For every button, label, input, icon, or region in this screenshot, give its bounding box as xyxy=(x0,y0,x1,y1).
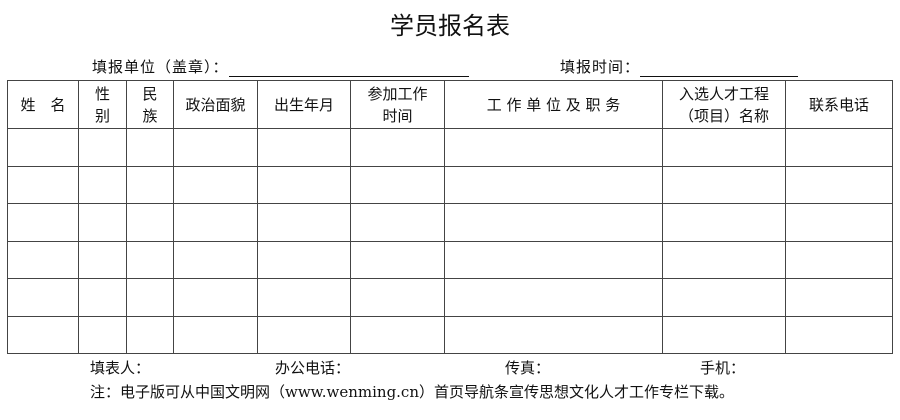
footer-office-phone: 办公电话： xyxy=(275,359,351,377)
table-cell[interactable] xyxy=(173,128,258,167)
footer-mobile: 手机： xyxy=(700,359,746,377)
column-header: 性 别 xyxy=(78,80,127,129)
column-header: 民 族 xyxy=(126,80,174,129)
table-cell[interactable] xyxy=(350,203,445,242)
column-header: 政治面貌 xyxy=(173,80,258,129)
table-cell[interactable] xyxy=(257,165,351,204)
column-header: 入选人才工程 （项目）名称 xyxy=(662,80,786,129)
table-cell[interactable] xyxy=(350,240,445,279)
table-cell[interactable] xyxy=(785,315,893,354)
table-cell[interactable] xyxy=(662,128,786,167)
table-cell[interactable] xyxy=(7,240,79,279)
table-cell[interactable] xyxy=(444,203,663,242)
table-cell[interactable] xyxy=(7,278,79,317)
table-cell[interactable] xyxy=(257,203,351,242)
fill-unit: 填报单位（盖章）： xyxy=(92,56,469,77)
table-row xyxy=(7,165,893,204)
table-cell[interactable] xyxy=(7,203,79,242)
table-cell[interactable] xyxy=(350,165,445,204)
table-cell[interactable] xyxy=(785,128,893,167)
table-cell[interactable] xyxy=(78,315,127,354)
table-cell[interactable] xyxy=(126,278,174,317)
table-cell[interactable] xyxy=(662,240,786,279)
footer-note: 注：电子版可从中国文明网（www.wenming.cn）首页导航条宣传思想文化人… xyxy=(90,383,735,401)
table-cell[interactable] xyxy=(126,128,174,167)
table-row xyxy=(7,128,893,167)
table-cell[interactable] xyxy=(662,165,786,204)
column-header: 参加工作 时间 xyxy=(350,80,445,129)
table-row xyxy=(7,203,893,242)
table-cell[interactable] xyxy=(126,240,174,279)
table-cell[interactable] xyxy=(785,165,893,204)
table-cell[interactable] xyxy=(350,278,445,317)
table-cell[interactable] xyxy=(444,128,663,167)
table-cell[interactable] xyxy=(78,128,127,167)
fill-time: 填报时间： xyxy=(560,56,799,77)
fill-unit-line[interactable] xyxy=(228,62,469,77)
table-cell[interactable] xyxy=(78,278,127,317)
registration-table: 姓 名性 别民 族政治面貌 出生年月 参加工作 时间工 作 单 位 及 职 务入选人… xyxy=(7,80,893,354)
table-cell[interactable] xyxy=(7,315,79,354)
table-cell[interactable] xyxy=(7,165,79,204)
table-cell[interactable] xyxy=(444,278,663,317)
table-cell[interactable] xyxy=(257,315,351,354)
table-cell[interactable] xyxy=(444,315,663,354)
table-cell[interactable] xyxy=(7,128,79,167)
table-row xyxy=(7,315,893,354)
table-cell[interactable] xyxy=(173,165,258,204)
table-cell[interactable] xyxy=(126,165,174,204)
table-cell[interactable] xyxy=(785,278,893,317)
table-cell[interactable] xyxy=(257,240,351,279)
column-header: 出生年月 xyxy=(257,80,351,129)
column-header: 工 作 单 位 及 职 务 xyxy=(444,80,663,129)
table-cell[interactable] xyxy=(257,278,351,317)
column-header: 联系电话 xyxy=(785,80,893,129)
column-header: 姓 名 xyxy=(7,80,79,129)
table-cell[interactable] xyxy=(350,128,445,167)
form-title: 学员报名表 xyxy=(390,12,510,40)
footer-fax: 传真： xyxy=(505,359,551,377)
table-cell[interactable] xyxy=(126,315,174,354)
table-row xyxy=(7,278,893,317)
table-cell[interactable] xyxy=(78,165,127,204)
table-cell[interactable] xyxy=(126,203,174,242)
footer-filler: 填表人： xyxy=(90,359,151,377)
table-cell[interactable] xyxy=(785,203,893,242)
table-cell[interactable] xyxy=(173,315,258,354)
table-cell[interactable] xyxy=(78,203,127,242)
fill-time-label: 填报时间： xyxy=(560,58,641,76)
table-cell[interactable] xyxy=(173,278,258,317)
table-cell[interactable] xyxy=(257,128,351,167)
table-cell[interactable] xyxy=(662,278,786,317)
table-cell[interactable] xyxy=(662,203,786,242)
table-cell[interactable] xyxy=(662,315,786,354)
table-cell[interactable] xyxy=(173,240,258,279)
table-cell[interactable] xyxy=(78,240,127,279)
table-cell[interactable] xyxy=(444,165,663,204)
fill-time-line[interactable] xyxy=(640,62,799,77)
table-cell[interactable] xyxy=(173,203,258,242)
table-cell[interactable] xyxy=(350,315,445,354)
table-row xyxy=(7,240,893,279)
fill-unit-label: 填报单位（盖章）： xyxy=(92,58,229,76)
table-cell[interactable] xyxy=(785,240,893,279)
table-cell[interactable] xyxy=(444,240,663,279)
